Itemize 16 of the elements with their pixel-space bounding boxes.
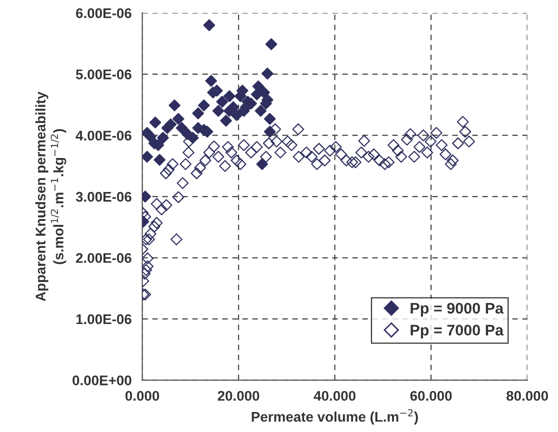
x-tick-label: 80.000 (506, 390, 548, 401)
y-axis-title: Apparent Knudsen permeability (s.mol$^{1/2}$.m$^{−1}$.kg$^{−1/2}$) (35, 92, 66, 302)
y-tick-label: 5.00E-06 (76, 69, 132, 80)
x-tick-label: 40.000 (314, 390, 356, 401)
y-tick-label: 4.00E-06 (76, 130, 132, 141)
y-tick-label: 1.00E-06 (76, 314, 132, 324)
y-tick-label: 3.00E-06 (76, 192, 132, 202)
x-axis-title: Permeate volume (L.m$^{−2}$) (252, 409, 418, 424)
legend-label: Pp = 7000 Pa (410, 324, 504, 339)
y-tick-label: 2.00E-06 (76, 253, 132, 263)
x-tick-label: 60.000 (410, 390, 452, 401)
y-tick-label: 0.00E+00 (72, 375, 132, 386)
y-tick-label: 6.00E-06 (76, 8, 132, 18)
legend-label: Pp = 9000 Pa (410, 302, 504, 317)
x-tick-label: 20.000 (218, 390, 260, 401)
x-tick-label: 0.000 (125, 390, 160, 401)
